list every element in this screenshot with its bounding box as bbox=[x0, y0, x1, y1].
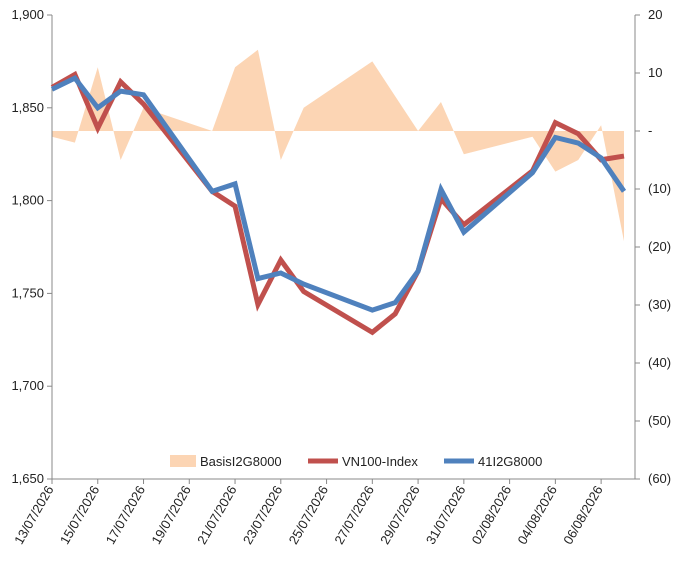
futures-line bbox=[50, 74, 627, 313]
legend-label-futures: 41I2G8000 bbox=[478, 454, 542, 469]
legend-label-basis: BasisI2G8000 bbox=[200, 454, 282, 469]
x-tick-label: 06/08/2026 bbox=[560, 483, 606, 547]
axes bbox=[47, 14, 640, 484]
vn100-line bbox=[50, 70, 625, 336]
x-tick-label: 15/07/2026 bbox=[57, 483, 103, 547]
x-tick-label: 21/07/2026 bbox=[194, 483, 240, 547]
right-tick-label: (50) bbox=[648, 413, 671, 428]
right-tick-label: 10 bbox=[648, 65, 662, 80]
x-tick-label: 25/07/2026 bbox=[286, 483, 332, 547]
x-tick-label: 29/07/2026 bbox=[377, 483, 423, 547]
x-tick-label: 19/07/2026 bbox=[148, 483, 194, 547]
x-tick-label: 17/07/2026 bbox=[103, 483, 149, 547]
series-lines bbox=[50, 70, 627, 336]
legend-swatch-basis bbox=[170, 455, 196, 467]
basis-area bbox=[52, 49, 624, 242]
x-tick-label: 04/08/2026 bbox=[514, 483, 560, 547]
x-tick-label: 31/07/2026 bbox=[423, 483, 469, 547]
left-tick-label: 1,750 bbox=[11, 285, 44, 300]
right-tick-label: (60) bbox=[648, 471, 671, 486]
left-tick-label: 1,650 bbox=[11, 471, 44, 486]
left-tick-label: 1,850 bbox=[11, 100, 44, 115]
x-tick-label: 02/08/2026 bbox=[469, 483, 515, 547]
x-tick-label: 27/07/2026 bbox=[331, 483, 377, 547]
right-tick-label: (10) bbox=[648, 181, 671, 196]
left-tick-label: 1,900 bbox=[11, 7, 44, 22]
right-tick-label: (30) bbox=[648, 297, 671, 312]
right-tick-label: 20 bbox=[648, 7, 662, 22]
left-tick-label: 1,800 bbox=[11, 193, 44, 208]
legend-label-vn100: VN100-Index bbox=[342, 454, 418, 469]
right-tick-label: (20) bbox=[648, 239, 671, 254]
x-tick-label: 13/07/2026 bbox=[11, 483, 57, 547]
basis-area-layer bbox=[52, 49, 624, 242]
right-tick-label: (40) bbox=[648, 355, 671, 370]
x-tick-label: 23/07/2026 bbox=[240, 483, 286, 547]
legend: BasisI2G8000 VN100-Index 41I2G8000 bbox=[170, 454, 542, 469]
right-tick-label: - bbox=[648, 123, 652, 138]
left-tick-label: 1,700 bbox=[11, 378, 44, 393]
